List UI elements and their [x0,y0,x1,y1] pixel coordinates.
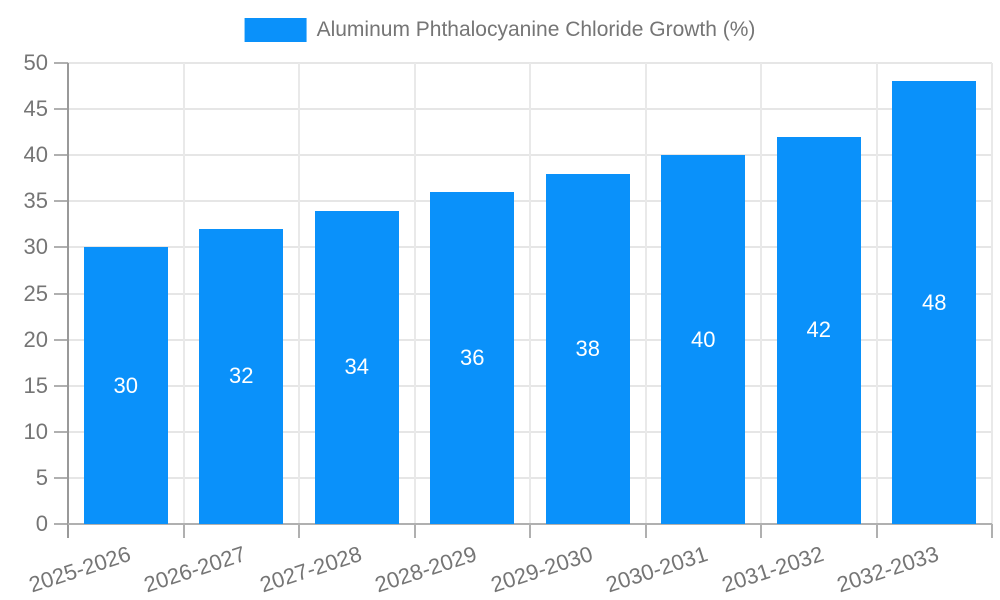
x-axis-tick [644,524,647,538]
y-axis-tick [54,62,68,64]
bar-value-label: 32 [229,363,254,389]
x-tick-label: 2025-2026 [25,541,134,598]
bar-value-label: 30 [113,372,138,398]
x-axis-tick [875,524,878,538]
y-axis-tick [54,523,68,525]
x-axis-line [68,523,992,525]
bar: 32 [199,228,284,524]
y-axis-tick [54,384,68,387]
x-tick-label: 2032-2033 [833,541,942,598]
bar-value-label: 34 [344,354,369,380]
x-tick-label: 2028-2029 [371,541,480,598]
x-tick-label: 2026-2027 [140,541,249,598]
y-tick-label: 45 [23,96,48,122]
x-axis-tick [182,524,185,538]
y-axis-tick [54,476,68,479]
vertical-gridline [875,63,878,524]
vertical-gridline [413,63,416,524]
legend: Aluminum Phthalocyanine Chloride Growth … [244,18,756,42]
vertical-gridline [760,63,762,524]
y-tick-label: 10 [23,418,48,444]
x-axis-tick [298,524,300,538]
y-tick-label: 0 [35,511,48,536]
bar-value-label: 40 [691,326,716,352]
legend-swatch [244,18,307,42]
y-axis-tick [54,338,68,341]
bar: 30 [83,247,168,524]
y-tick-label: 40 [23,142,48,168]
y-axis-line [67,63,69,538]
bar: 36 [430,192,515,524]
y-tick-label: 50 [23,50,48,75]
vertical-gridline [529,63,531,524]
y-tick-label: 35 [23,188,48,214]
y-axis-tick [54,154,68,157]
y-axis-tick [54,200,68,203]
bar: 34 [314,210,399,524]
x-axis-tick [413,524,416,538]
bar: 42 [776,136,861,524]
bar-value-label: 38 [575,335,600,361]
y-axis-tick [54,108,68,111]
x-axis-tick [991,524,993,538]
y-axis-tick [54,430,68,433]
x-axis-tick [760,524,762,538]
x-axis-tick [529,524,531,538]
x-tick-label: 2029-2030 [487,541,596,598]
bar: 48 [892,81,977,524]
bar: 40 [661,155,746,524]
y-tick-label: 15 [23,372,48,398]
legend-label: Aluminum Phthalocyanine Chloride Growth … [316,18,756,41]
y-tick-label: 20 [23,326,48,352]
vertical-gridline [991,63,993,524]
y-tick-label: 30 [23,234,48,260]
y-axis-tick [54,246,68,249]
bar-value-label: 36 [460,345,485,371]
y-axis-tick [54,292,68,295]
bar-value-label: 42 [806,317,831,343]
x-tick-label: 2030-2031 [602,541,711,598]
vertical-gridline [298,63,300,524]
x-tick-label: 2027-2028 [256,541,365,598]
x-tick-label: 2031-2032 [718,541,827,598]
vertical-gridline [644,63,647,524]
y-tick-label: 25 [23,280,48,306]
y-tick-label: 5 [35,464,48,490]
bar-value-label: 48 [922,289,947,315]
bar: 38 [545,173,630,524]
vertical-gridline [182,63,185,524]
